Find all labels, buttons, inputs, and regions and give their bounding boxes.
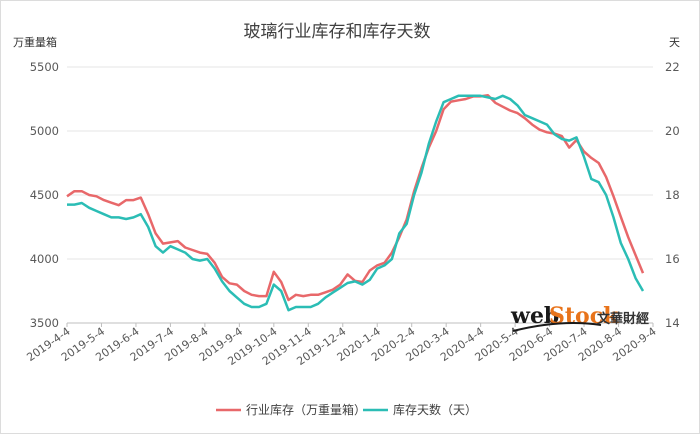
- watermark-stock: Stock: [549, 303, 619, 329]
- legend-label-days: 库存天数（天）: [393, 402, 477, 417]
- y-left-tick-label: 5500: [30, 60, 59, 74]
- right-axis-unit: 天: [669, 36, 680, 49]
- series-line-days: [67, 94, 645, 312]
- y-right-tick-label: 22: [665, 60, 680, 74]
- legend: 行业库存（万重量箱） 库存天数（天）: [216, 402, 477, 417]
- series-line-inventory: [66, 93, 645, 302]
- chart-title: 玻璃行业库存和库存天数: [244, 22, 431, 42]
- x-axis: 2019-4-42019-5-42019-6-42019-7-42019-8-4…: [24, 323, 659, 368]
- webstock-watermark: web Stock 文華財經: [510, 303, 649, 332]
- legend-label-inventory: 行业库存（万重量箱）: [246, 402, 366, 417]
- y-right-tick-label: 20: [665, 124, 680, 138]
- watermark-swoosh: [512, 322, 602, 332]
- right-y-axis: 14 16 18 20 22: [665, 60, 680, 330]
- series-lines: [66, 93, 645, 312]
- y-left-tick-label: 4000: [30, 252, 59, 266]
- y-left-tick-label: 3500: [30, 316, 59, 330]
- left-axis-unit: 万重量箱: [13, 35, 57, 49]
- y-left-tick-label: 4500: [30, 188, 59, 202]
- y-left-tick-label: 5000: [30, 124, 59, 138]
- y-right-tick-label: 14: [665, 316, 680, 330]
- y-right-tick-label: 16: [665, 252, 680, 266]
- watermark-cn: 文華財經: [597, 311, 649, 327]
- y-right-tick-label: 18: [665, 188, 680, 202]
- left-y-axis: 3500 4000 4500 5000 5500: [30, 60, 59, 330]
